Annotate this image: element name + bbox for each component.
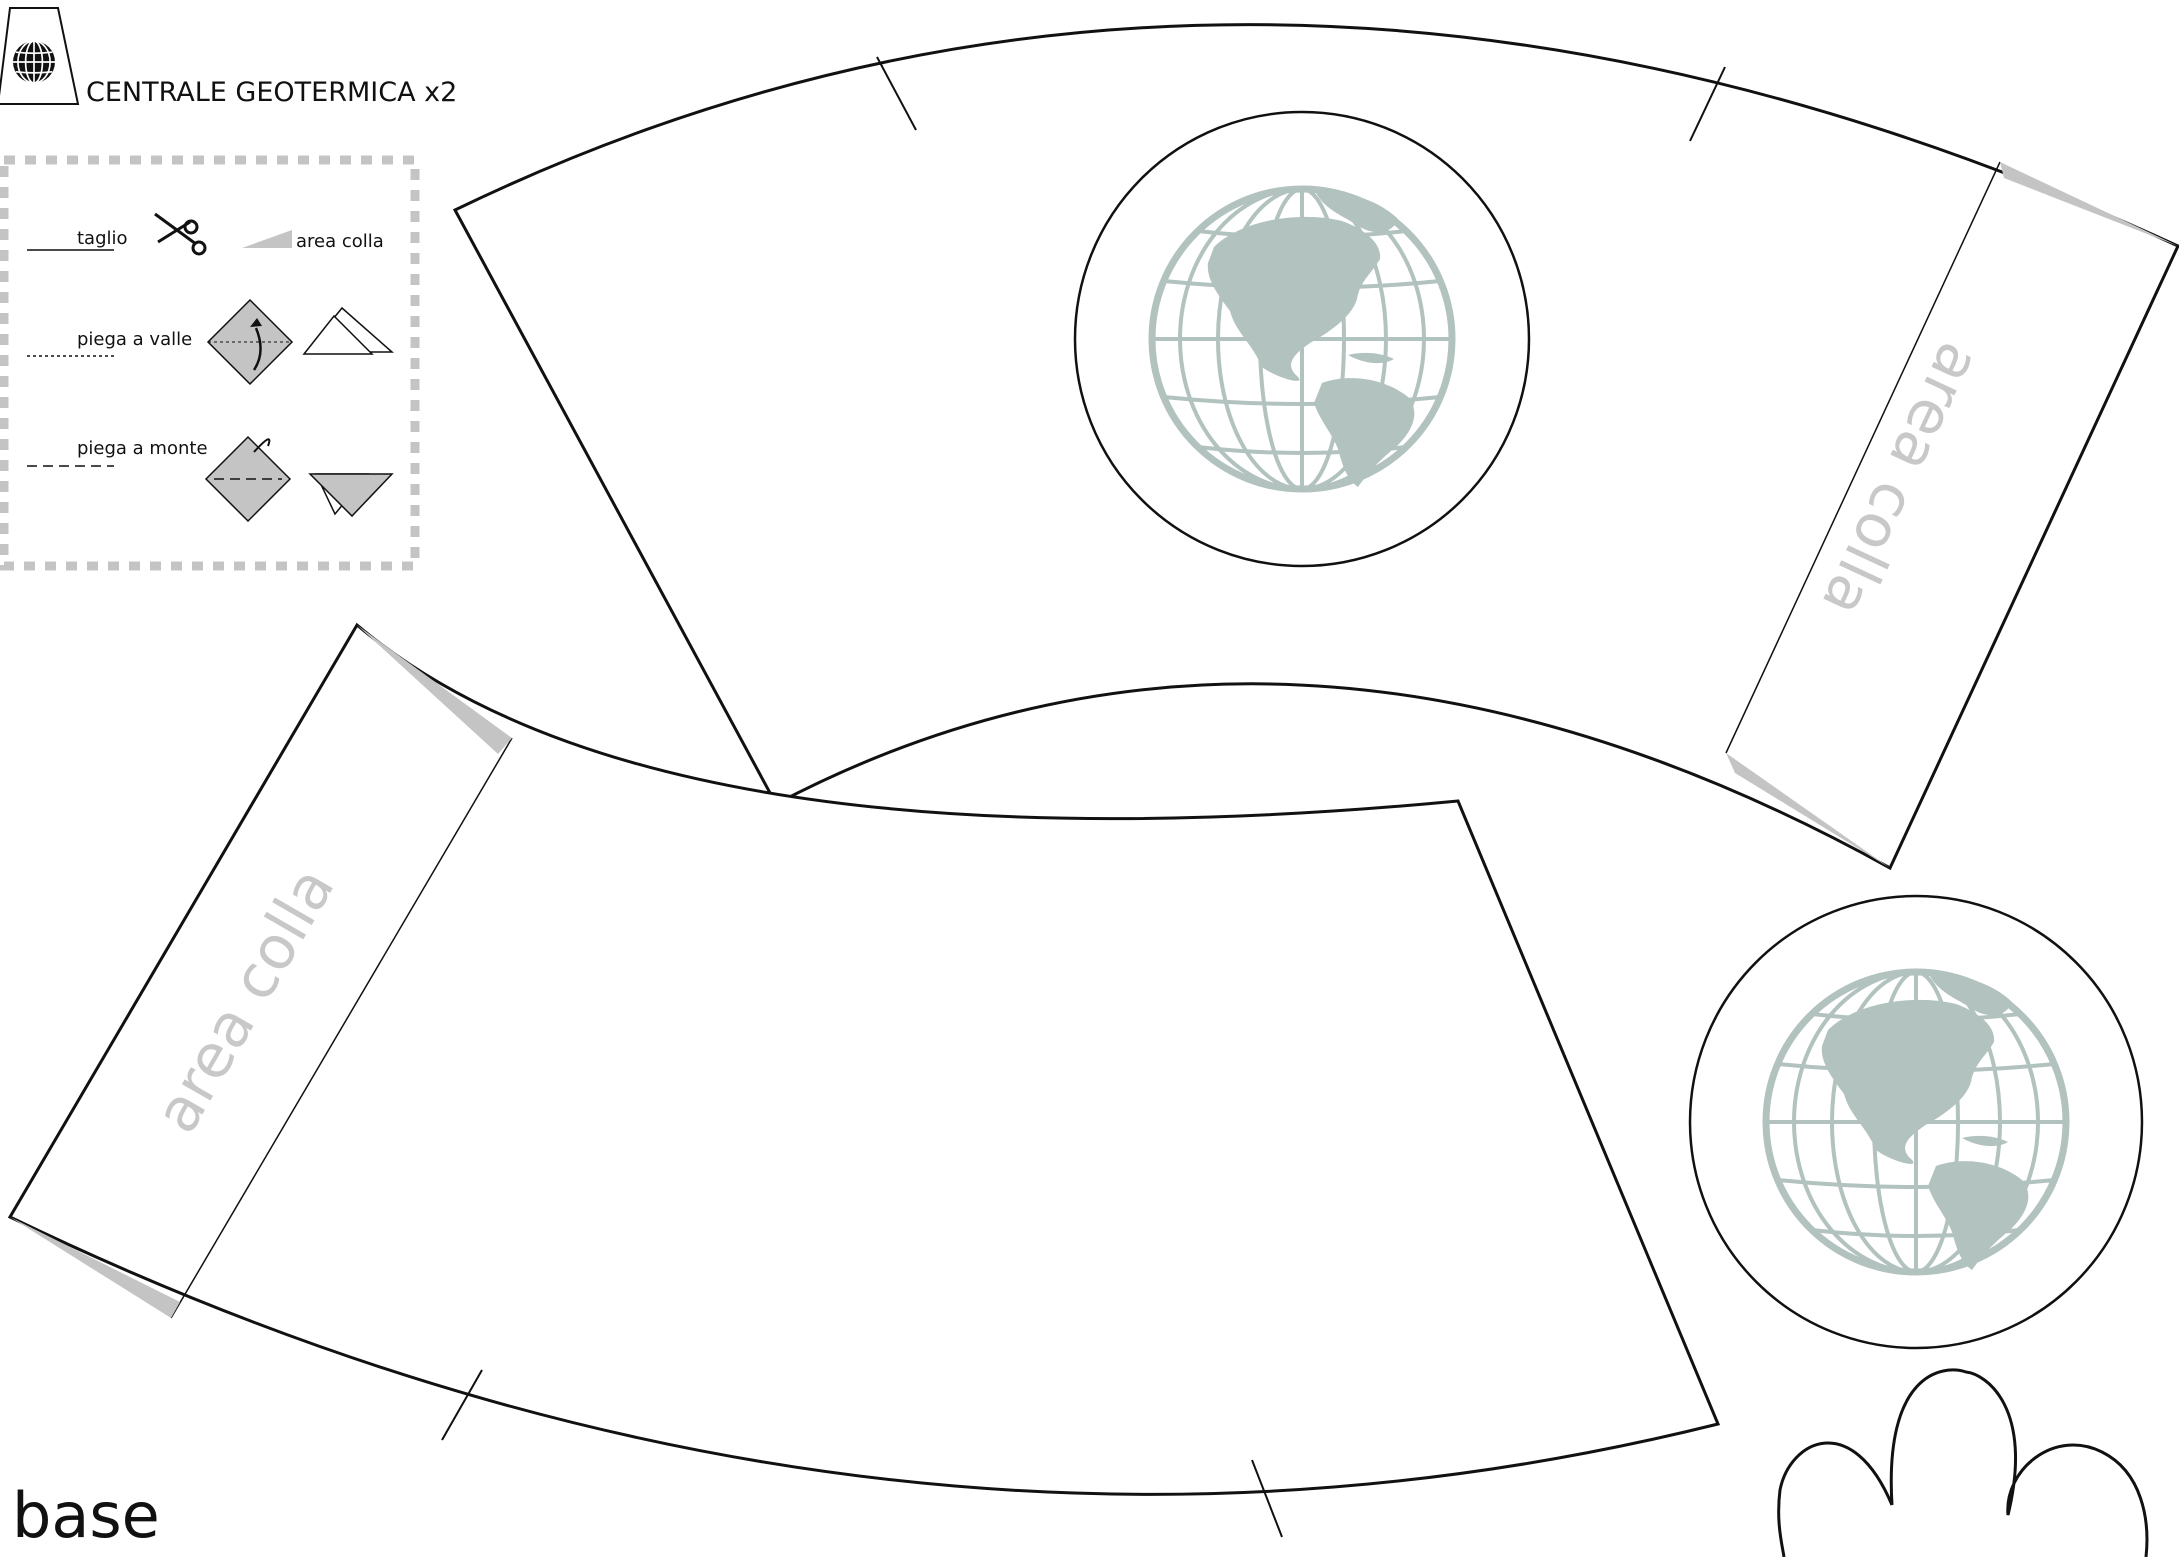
page-title: CENTRALE GEOTERMICA x2 [86, 77, 457, 108]
top-disc [1073, 110, 1531, 568]
cut-label: taglio [77, 228, 128, 249]
legend-cut: taglio area colla [27, 212, 384, 256]
top-glue-tab [2000, 162, 2178, 246]
bottom-piece-cut-outline [7, 622, 1721, 1496]
glue-area-sample [242, 230, 292, 248]
legend-box: taglio area colla piega a valle [0, 155, 420, 571]
legend-mountain-fold: piega a monte [27, 435, 394, 523]
alignment-notch [1251, 1459, 1283, 1538]
mountain-fold-label: piega a monte [77, 438, 208, 459]
base-label: base [12, 1479, 160, 1552]
flame-outline [1777, 1368, 2149, 1557]
bottom-side-piece: area colla [7, 622, 1721, 1538]
fold-arrow-icon [252, 327, 262, 371]
top-piece-fold-line [1725, 161, 2001, 754]
legend-valley-fold: piega a valle [27, 298, 394, 386]
scissors-icon [154, 212, 207, 256]
alignment-notch [876, 56, 917, 131]
valley-fold-label: piega a valle [77, 329, 192, 350]
valley-fold-result-icon [302, 306, 394, 355]
globe-icon [1766, 972, 2066, 1272]
mountain-fold-result-icon [308, 473, 394, 518]
globe-icon [1152, 189, 1452, 489]
bottom-piece-fold-line [170, 737, 513, 1319]
top-glue-tab [1726, 753, 1890, 868]
globe-icon [12, 40, 56, 84]
alignment-notch [441, 1369, 483, 1441]
alignment-notch [1689, 66, 1726, 142]
fold-arrow-icon [253, 438, 271, 453]
base-disc [1688, 894, 2144, 1350]
header: CENTRALE GEOTERMICA x2 [0, 7, 457, 108]
glue-label: area colla [296, 231, 384, 252]
bottom-glue-tab [10, 1217, 180, 1318]
bottom-glue-tab [357, 625, 512, 754]
